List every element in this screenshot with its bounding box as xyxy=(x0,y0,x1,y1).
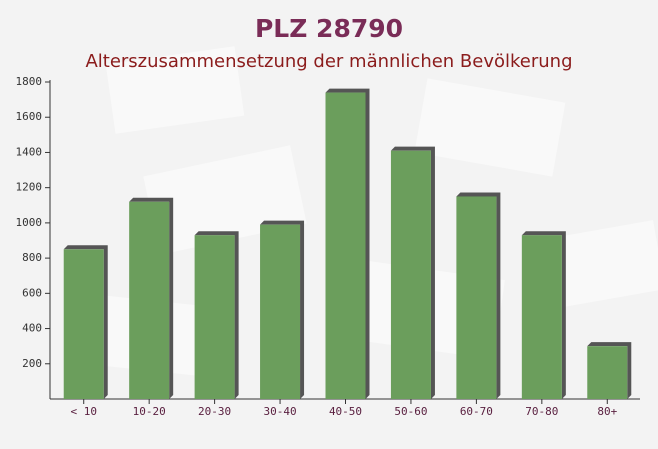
x-tick-label: 50-60 xyxy=(394,405,427,418)
y-tick-label: 200 xyxy=(22,357,42,370)
x-tick-label: 30-40 xyxy=(263,405,296,418)
x-tick-label: 20-30 xyxy=(198,405,231,418)
x-tick-label: 70-80 xyxy=(525,405,558,418)
bar xyxy=(390,150,431,399)
y-tick-label: 800 xyxy=(22,251,42,264)
y-tick-label: 1400 xyxy=(16,145,43,158)
bar xyxy=(587,346,628,399)
bar xyxy=(325,92,366,400)
x-tick-label: 80+ xyxy=(597,405,617,418)
bar xyxy=(129,201,170,399)
y-tick-label: 600 xyxy=(22,286,42,299)
x-tick-label: 10-20 xyxy=(133,405,166,418)
y-tick-label: 1000 xyxy=(16,216,43,229)
bar xyxy=(260,224,301,399)
x-tick-label: 60-70 xyxy=(460,405,493,418)
bar xyxy=(194,235,235,399)
x-tick-label: < 10 xyxy=(70,405,97,418)
y-tick-label: 1600 xyxy=(16,110,43,123)
bar xyxy=(63,249,104,399)
bar xyxy=(521,235,562,399)
y-tick-label: 400 xyxy=(22,322,42,335)
x-tick-label: 40-50 xyxy=(329,405,362,418)
chart-title: PLZ 28790 xyxy=(255,14,403,43)
y-tick-label: 1200 xyxy=(16,181,43,194)
chart-subtitle: Alterszusammensetzung der männlichen Bev… xyxy=(85,51,572,72)
y-tick-label: 1800 xyxy=(16,75,43,88)
bar xyxy=(456,196,497,399)
